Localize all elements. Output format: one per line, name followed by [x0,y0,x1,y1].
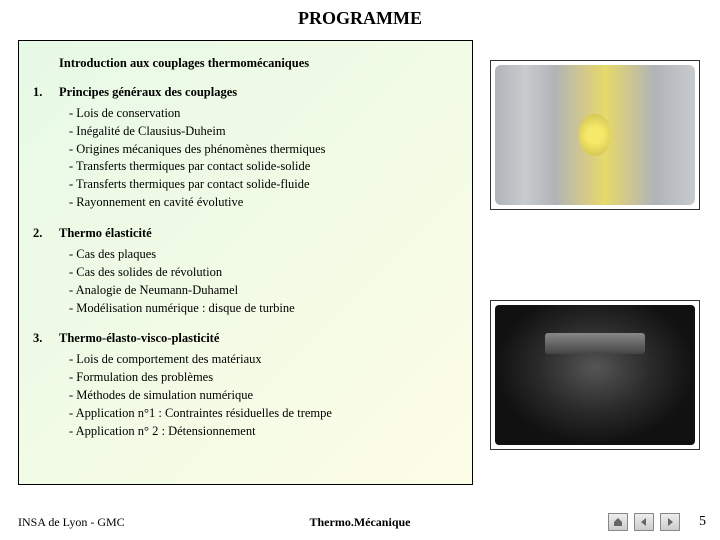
list-item: - Inégalité de Clausius-Duheim [69,123,458,140]
list-item: - Lois de comportement des matériaux [69,351,458,368]
page-title: PROGRAMME [0,0,720,35]
section-1-row: 1. Principes généraux des couplages [33,84,458,101]
section-3-row: 3. Thermo-élasto-visco-plasticité [33,330,458,347]
section-2-row: 2. Thermo élasticité [33,225,458,242]
section-num: 1. [33,84,59,101]
list-item: - Lois de conservation [69,105,458,122]
prev-button[interactable] [634,513,654,531]
list-item: - Origines mécaniques des phénomènes the… [69,141,458,158]
list-item: - Méthodes de simulation numérique [69,387,458,404]
page-number: 5 [699,514,706,530]
list-item: - Application n°1 : Contraintes résiduel… [69,405,458,422]
list-item: - Transferts thermiques par contact soli… [69,158,458,175]
footer: INSA de Lyon - GMC Thermo.Mécanique 5 [0,510,720,534]
next-button[interactable] [660,513,680,531]
list-item: - Modélisation numérique : disque de tur… [69,300,458,317]
list-item: - Application n° 2 : Détensionnement [69,423,458,440]
list-item: - Analogie de Neumann-Duhamel [69,282,458,299]
section-heading: Thermo-élasto-visco-plasticité [59,330,219,347]
section-num: 2. [33,225,59,242]
list-item: - Cas des plaques [69,246,458,263]
list-item: - Transferts thermiques par contact soli… [69,176,458,193]
section-heading: Principes généraux des couplages [59,84,237,101]
section-2-items: - Cas des plaques - Cas des solides de r… [69,246,458,317]
intro-heading: Introduction aux couplages thermomécaniq… [59,55,458,72]
section-heading: Thermo élasticité [59,225,152,242]
turbine-image [490,60,700,210]
list-item: - Rayonnement en cavité évolutive [69,194,458,211]
section-3-items: - Lois de comportement des matériaux - F… [69,351,458,439]
footer-left: INSA de Lyon - GMC [18,515,125,530]
content-box: Introduction aux couplages thermomécaniq… [18,40,473,485]
engine-image [490,300,700,450]
section-1-items: - Lois de conservation - Inégalité de Cl… [69,105,458,211]
list-item: - Cas des solides de révolution [69,264,458,281]
list-item: - Formulation des problèmes [69,369,458,386]
section-num: 3. [33,330,59,347]
nav-buttons [608,513,680,531]
home-button[interactable] [608,513,628,531]
